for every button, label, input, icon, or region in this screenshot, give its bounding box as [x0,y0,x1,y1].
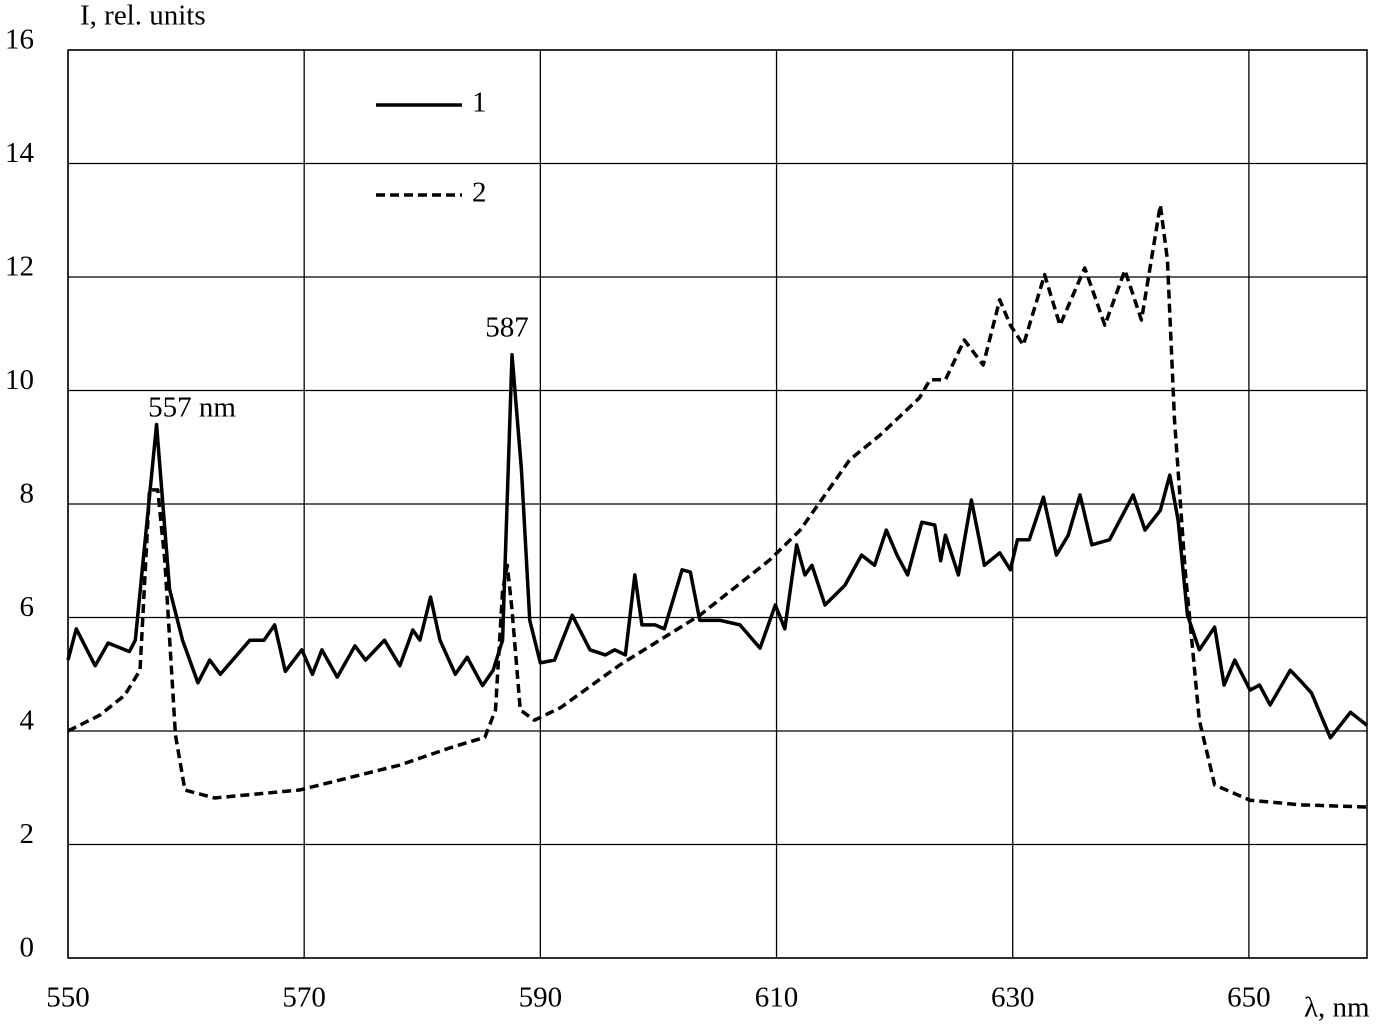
x-tick-label: 630 [991,982,1035,1014]
y-tick-label: 8 [20,478,35,510]
legend-label: 2 [472,177,487,209]
y-tick-label: 10 [5,364,34,396]
annotation: 587 [485,312,529,344]
x-tick-label: 650 [1227,982,1271,1014]
y-tick-label: 16 [5,24,34,56]
y-axis-label: I, rel. units [80,0,206,32]
y-tick-label: 6 [20,591,35,623]
y-tick-label: 0 [20,932,35,964]
y-tick-label: 2 [20,818,35,850]
plot-frame [67,49,1368,959]
y-tick-label: 12 [5,251,34,283]
legend-label: 1 [472,87,487,119]
x-tick-label: 570 [282,982,326,1014]
series-line [66,352,1369,740]
x-tick-label: 550 [46,982,90,1014]
x-tick-label: 590 [519,982,563,1014]
y-tick-label: 14 [5,137,35,169]
annotation: 557 nm [148,392,236,424]
y-tick-label: 4 [20,705,35,737]
x-axis-label: λ, nm [1304,992,1370,1024]
series-line [67,203,1368,809]
x-tick-label: 610 [755,982,799,1014]
